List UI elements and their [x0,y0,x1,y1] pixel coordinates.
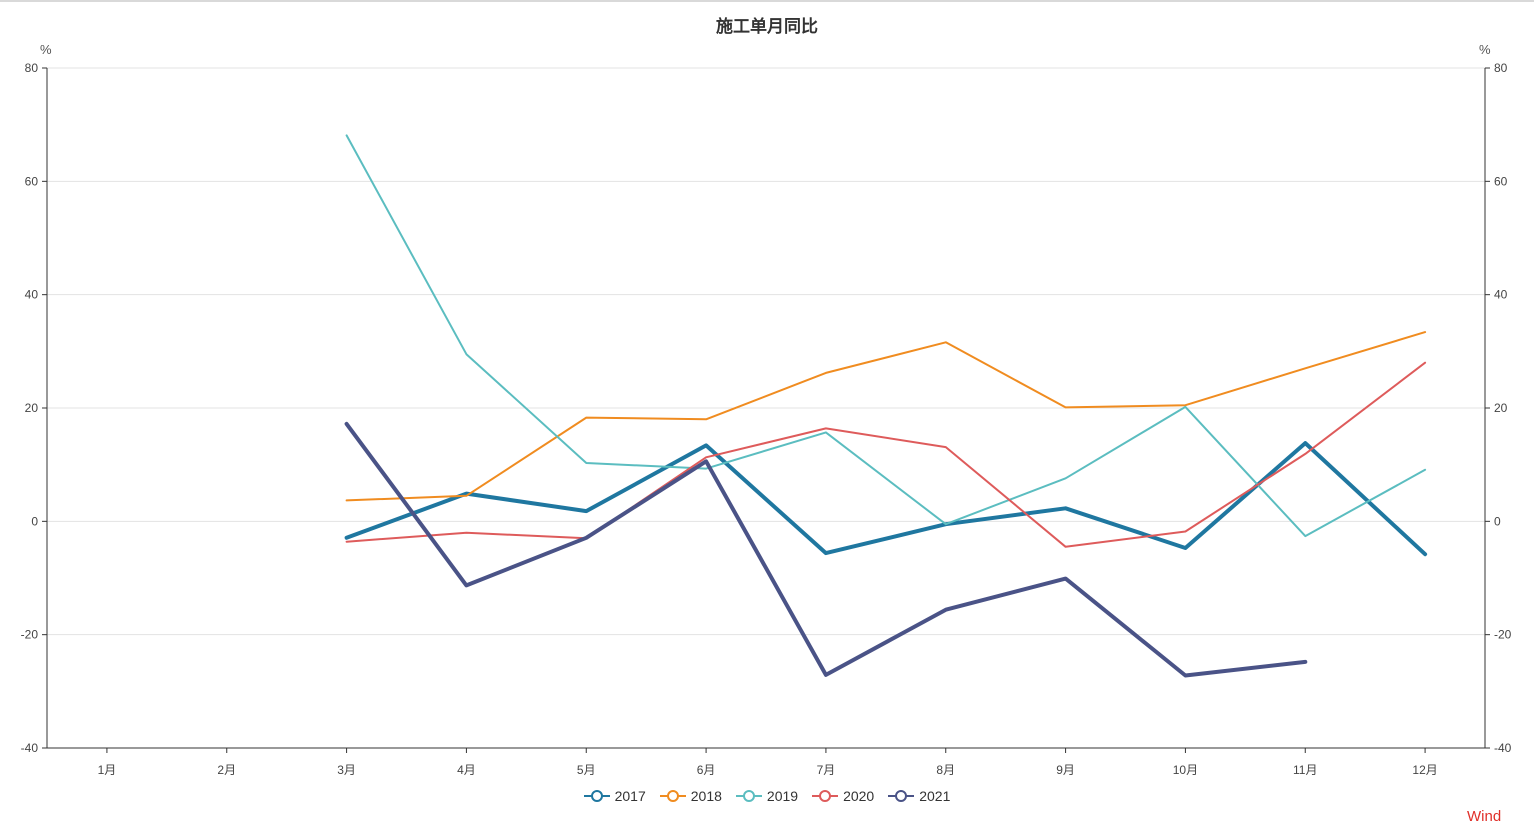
x-tick-label: 8月 [936,763,955,777]
x-tick-label: 10月 [1173,763,1198,777]
series-line-2019 [345,134,1427,538]
x-tick-label: 9月 [1056,763,1075,777]
legend-swatch-icon [812,790,839,802]
wind-watermark: Wind [1467,808,1502,825]
legend-label: 2020 [843,788,875,804]
x-tick-label: 4月 [457,763,476,777]
legend-swatch-icon [659,790,686,802]
y-tick-label-left: 20 [25,401,39,415]
y-tick-label-left: 40 [25,288,39,302]
y-tick-label-left: 0 [31,514,38,528]
legend-item-2017[interactable]: 2017 [583,788,646,804]
legend-label: 2018 [690,788,722,804]
series-line-2020 [345,361,1427,548]
x-tick-label: 3月 [337,763,356,777]
y-tick-label-left: -20 [21,628,39,642]
legend-item-2021[interactable]: 2021 [888,788,950,804]
series-line-2018 [345,331,1427,502]
legend-item-2020[interactable]: 2020 [812,788,874,804]
x-tick-label: 7月 [817,763,836,777]
legend-item-2019[interactable]: 2019 [735,788,799,804]
series-line-2021 [344,421,1308,678]
y-tick-label-right: 40 [1494,288,1508,302]
x-tick-label: 5月 [577,763,596,777]
legend-swatch-icon [735,790,762,802]
y-tick-label-right: -40 [1494,741,1512,755]
legend-label: 2021 [919,788,951,804]
x-tick-label: 11月 [1293,763,1317,777]
chart-legend[interactable]: 2017 2018 2019 2020 2021 [0,788,1534,804]
legend-swatch-icon [888,790,915,802]
y-tick-label-right: -20 [1494,628,1512,642]
x-tick-label: 2月 [217,763,236,777]
legend-swatch-icon [583,790,610,802]
y-tick-label-right: 80 [1494,61,1508,75]
top-border [0,0,1534,2]
y-tick-label-right: 60 [1494,174,1508,188]
left-axis-unit: % [40,42,52,57]
y-tick-label-left: 60 [25,174,39,188]
y-tick-label-left: 80 [25,61,39,75]
legend-label: 2019 [766,788,799,804]
x-tick-label: 1月 [98,763,117,777]
y-tick-label-right: 0 [1494,514,1501,528]
x-tick-label: 12月 [1412,763,1437,777]
legend-label: 2017 [614,788,646,804]
series-line-2017 [344,441,1428,557]
right-axis-unit: % [1479,42,1491,57]
chart-title: 施工单月同比 [716,17,818,36]
legend-item-2018[interactable]: 2018 [659,788,722,804]
x-tick-label: 6月 [697,763,716,777]
y-tick-label-right: 20 [1494,401,1508,415]
y-tick-label-left: -40 [21,741,39,755]
